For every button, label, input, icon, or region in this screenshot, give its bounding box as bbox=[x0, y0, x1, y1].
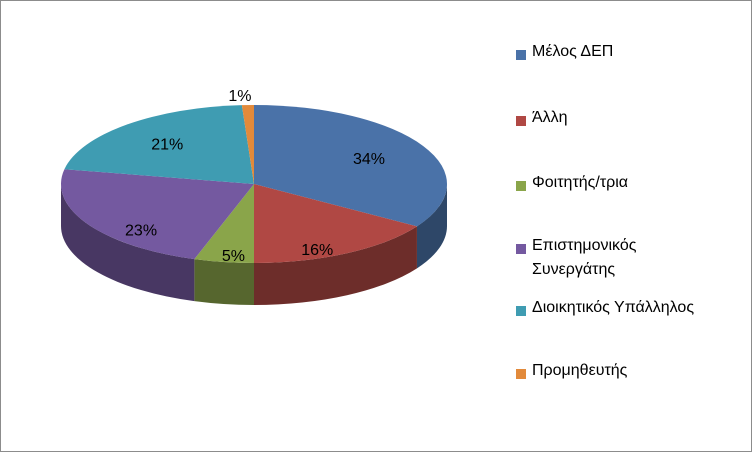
pie-slice-προμηθευτής bbox=[241, 105, 254, 184]
legend-swatch bbox=[516, 116, 526, 126]
data-label-φοιτητής-τρια: 5% bbox=[222, 248, 245, 265]
data-label-επιστημονικός-συνεργάτης: 23% bbox=[125, 222, 157, 239]
pie-slice-άλλη bbox=[254, 184, 417, 263]
data-label-διοικητικός-υπάλληλος: 21% bbox=[151, 137, 183, 154]
pie-side-φοιτητής-τρια bbox=[194, 259, 254, 305]
pie-slice-φοιτητής-τρια bbox=[194, 184, 254, 263]
pie-side-άλλη bbox=[254, 226, 417, 305]
legend-swatch bbox=[516, 306, 526, 316]
pie-slice-διοικητικός-υπάλληλος bbox=[64, 105, 254, 184]
legend-label-line2: Συνεργάτης bbox=[532, 261, 616, 278]
pie-slice-μέλος-δεπ bbox=[254, 105, 448, 227]
pie-side-μέλος-δεπ bbox=[416, 184, 447, 269]
legend-swatch bbox=[516, 50, 526, 60]
data-label-προμηθευτής: 1% bbox=[228, 88, 251, 105]
legend-label: Άλλη bbox=[532, 109, 568, 126]
pie-slice-επιστημονικός-συνεργάτης bbox=[60, 169, 254, 260]
legend-swatch bbox=[516, 369, 526, 379]
legend-label: Διοικητικός Υπάλληλος bbox=[532, 299, 695, 316]
legend-label: Επιστημονικός Συνεργάτης bbox=[532, 234, 752, 282]
pie-side-επιστημονικός-συνεργάτης bbox=[61, 184, 195, 302]
pie-slices bbox=[60, 105, 448, 263]
data-label-μέλος-δεπ: 34% bbox=[353, 151, 385, 168]
pie-sides bbox=[61, 184, 447, 305]
legend-label-line1: Επιστημονικός bbox=[532, 237, 637, 254]
data-labels: 34% 16% 5% 23% 21% 1% bbox=[125, 88, 385, 265]
legend-label: Προμηθευτής bbox=[532, 362, 628, 379]
data-label-άλλη: 16% bbox=[301, 242, 333, 259]
legend-label: Μέλος ΔΕΠ bbox=[532, 43, 614, 60]
legend-label: Φοιτητής/τρια bbox=[532, 174, 629, 191]
legend-swatch bbox=[516, 244, 526, 254]
legend-swatch bbox=[516, 181, 526, 191]
